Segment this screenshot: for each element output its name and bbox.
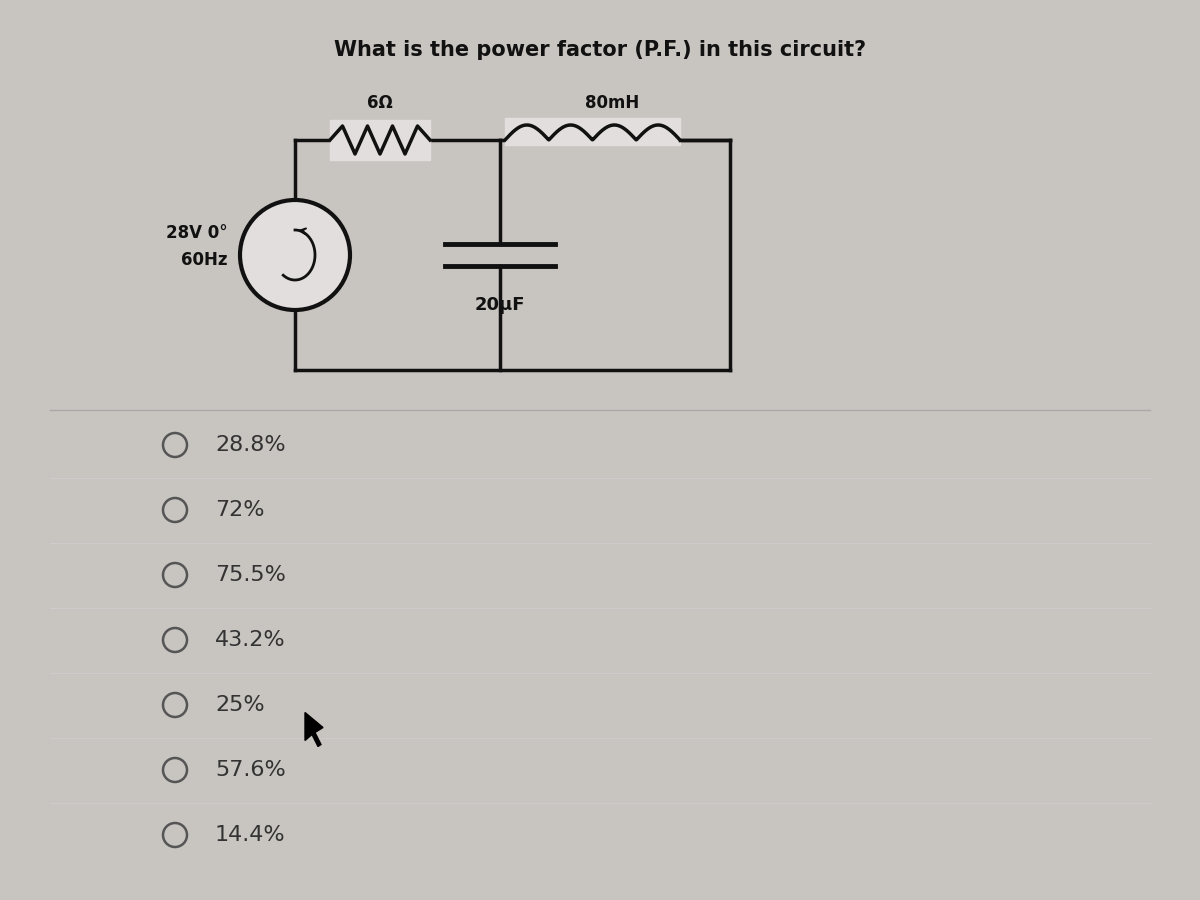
Text: 72%: 72% bbox=[215, 500, 264, 520]
Text: 28.8%: 28.8% bbox=[215, 435, 286, 455]
Text: 57.6%: 57.6% bbox=[215, 760, 286, 780]
Text: 80mH: 80mH bbox=[586, 94, 640, 112]
Polygon shape bbox=[305, 713, 323, 746]
Text: 60Hz: 60Hz bbox=[181, 251, 228, 269]
Text: 25%: 25% bbox=[215, 695, 265, 715]
Text: 28V 0°: 28V 0° bbox=[167, 224, 228, 242]
Text: 75.5%: 75.5% bbox=[215, 565, 286, 585]
Circle shape bbox=[240, 200, 350, 310]
Text: What is the power factor (P.F.) in this circuit?: What is the power factor (P.F.) in this … bbox=[334, 40, 866, 60]
Text: 43.2%: 43.2% bbox=[215, 630, 286, 650]
Text: 14.4%: 14.4% bbox=[215, 825, 286, 845]
Text: 20μF: 20μF bbox=[475, 296, 526, 314]
Text: 6Ω: 6Ω bbox=[367, 94, 392, 112]
